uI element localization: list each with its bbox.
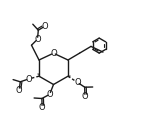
Text: O: O	[46, 90, 53, 99]
Text: O: O	[82, 92, 88, 101]
Text: O: O	[16, 86, 22, 94]
Text: O: O	[25, 74, 32, 83]
Text: O: O	[50, 49, 57, 58]
Text: *: *	[68, 75, 71, 80]
Text: O: O	[74, 78, 81, 87]
Text: O: O	[39, 103, 45, 112]
Text: *: *	[36, 73, 40, 78]
Text: O: O	[41, 22, 48, 31]
Text: O: O	[34, 35, 41, 44]
